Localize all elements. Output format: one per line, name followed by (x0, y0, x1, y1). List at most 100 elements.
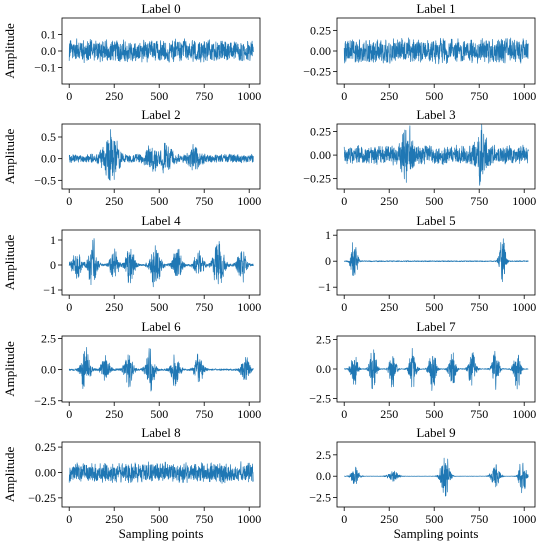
x-tick-label: 500 (150, 194, 168, 208)
axes-frame (336, 123, 536, 190)
subplot-7: Label 7 0 250 500 750 1000 −2.5 0.0 2.5 (309, 319, 536, 421)
x-tick-label: 250 (380, 512, 398, 526)
y-tick-label: 0.00 (35, 465, 56, 479)
x-tick-label: 250 (105, 512, 123, 526)
y-tick-label: 1 (325, 228, 331, 242)
subplot-0: Label 0 0 250 500 750 1000 −0.1 0.0 0.1 Amplitude (2, 1, 261, 103)
y-tick-label: 0.0 (41, 363, 56, 377)
x-tick-label: 0 (341, 89, 347, 103)
x-tick-label: 750 (470, 194, 488, 208)
series-line (343, 457, 529, 497)
subplot-2: Label 2 0 250 500 750 1000 −0.5 0.0 0.5 Amplitude (2, 107, 261, 208)
x-tick-label: 250 (380, 89, 398, 103)
x-tick-label: 1000 (512, 300, 536, 314)
series-line (68, 346, 254, 392)
x-tick-label: 750 (470, 407, 488, 421)
y-tick-label: −2.5 (34, 394, 56, 408)
x-tick-label: 1000 (237, 512, 261, 526)
subplot-8: Label 8 0 250 500 750 1000 −0.25 0.00 0.25 Amplit… (2, 425, 261, 541)
x-tick-label: 1000 (237, 407, 261, 421)
x-tick-label: 750 (195, 300, 213, 314)
y-tick-label: 0.25 (310, 23, 331, 37)
y-tick-label: −0.1 (34, 61, 56, 75)
x-tick-label: 250 (105, 407, 123, 421)
y-axis-label: Amplitude (2, 23, 17, 79)
x-tick-label: 750 (470, 300, 488, 314)
y-tick-label: 0 (50, 258, 56, 272)
y-axis-label: Amplitude (2, 446, 17, 502)
y-tick-label: −0.5 (34, 173, 56, 187)
subplot-5: Label 5 0 250 500 750 1000 −1 0 1 (318, 213, 536, 314)
y-tick-label: −2.5 (309, 391, 331, 405)
y-tick-label: 0.0 (316, 469, 331, 483)
x-tick-label: 500 (150, 407, 168, 421)
subplot-4: Label 4 0 250 500 750 1000 −1 0 1 Amplitude (2, 213, 261, 314)
x-tick-label: 500 (425, 89, 443, 103)
x-tick-label: 750 (195, 512, 213, 526)
x-tick-label: 1000 (512, 512, 536, 526)
y-tick-label: 0.0 (41, 152, 56, 166)
axes-frame (61, 335, 261, 403)
y-tick-label: −0.25 (303, 172, 331, 186)
x-tick-label: 0 (341, 300, 347, 314)
x-tick-label: 0 (66, 89, 72, 103)
x-tick-label: 1000 (237, 89, 261, 103)
y-tick-label: −0.25 (303, 65, 331, 79)
x-tick-label: 1000 (237, 300, 261, 314)
x-tick-label: 0 (341, 194, 347, 208)
x-tick-label: 250 (105, 194, 123, 208)
y-axis-label: Amplitude (2, 341, 17, 397)
y-tick-label: −0.25 (28, 491, 56, 505)
y-tick-label: 1 (50, 233, 56, 247)
y-tick-label: 0.00 (310, 44, 331, 58)
subplot-title: Label 2 (141, 107, 180, 122)
y-tick-label: 2.5 (316, 333, 331, 347)
x-tick-label: 500 (425, 300, 443, 314)
axes-frame (61, 123, 261, 190)
subplot-1: Label 1 0 250 500 750 1000 −0.25 0.00 0.25 (303, 1, 536, 103)
subplot-6: Label 6 0 250 500 750 1000 −2.5 0.0 2.5 Amplitude (2, 319, 261, 421)
y-tick-label: −2.5 (309, 491, 331, 505)
axes-frame (336, 441, 536, 508)
series-line (343, 37, 529, 65)
series-line (68, 461, 254, 484)
x-tick-label: 1000 (512, 194, 536, 208)
axes-frame (336, 229, 536, 296)
y-tick-label: 0.00 (310, 148, 331, 162)
subplot-title: Label 7 (416, 319, 456, 334)
subplot-title: Label 1 (416, 1, 455, 16)
x-tick-label: 1000 (237, 194, 261, 208)
x-axis-label: Sampling points (119, 526, 204, 541)
series-line (343, 124, 529, 186)
x-tick-label: 0 (341, 512, 347, 526)
x-tick-label: 500 (150, 512, 168, 526)
subplot-3: Label 3 0 250 500 750 1000 −0.25 0.00 0.25 (303, 107, 536, 208)
x-tick-label: 0 (66, 407, 72, 421)
x-tick-label: 250 (380, 194, 398, 208)
x-tick-label: 500 (425, 194, 443, 208)
subplot-title: Label 5 (416, 213, 455, 228)
subplot-title: Label 0 (141, 1, 180, 16)
y-tick-label: 2.5 (41, 331, 56, 345)
y-tick-label: −1 (43, 283, 56, 297)
x-tick-label: 500 (150, 300, 168, 314)
x-tick-label: 250 (380, 407, 398, 421)
y-tick-label: 2.5 (316, 448, 331, 462)
subplot-title: Label 4 (141, 213, 181, 228)
subplot-title: Label 9 (416, 425, 455, 440)
x-tick-label: 250 (105, 300, 123, 314)
x-tick-label: 0 (66, 194, 72, 208)
subplot-title: Label 3 (416, 107, 455, 122)
x-tick-label: 500 (425, 512, 443, 526)
y-tick-label: 0.0 (41, 44, 56, 58)
y-tick-label: 0.25 (310, 125, 331, 139)
x-tick-label: 0 (66, 300, 72, 314)
axes-frame (61, 441, 261, 508)
y-tick-label: −1 (318, 280, 331, 294)
y-tick-label: 0.1 (41, 28, 56, 42)
x-tick-label: 500 (425, 407, 443, 421)
subplot-title: Label 8 (141, 425, 180, 440)
series-line (343, 347, 529, 391)
x-tick-label: 0 (66, 512, 72, 526)
